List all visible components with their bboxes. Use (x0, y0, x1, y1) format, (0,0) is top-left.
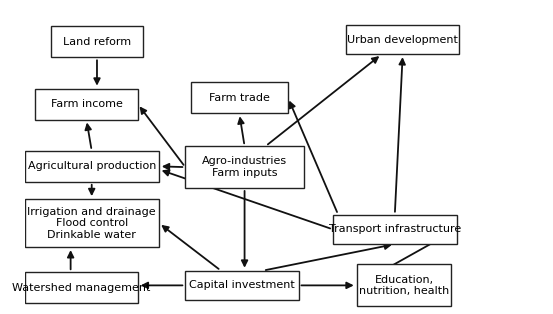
FancyBboxPatch shape (24, 272, 138, 303)
Text: Farm income: Farm income (50, 99, 122, 109)
Text: Watershed management: Watershed management (12, 283, 150, 293)
Text: Irrigation and drainage
Flood control
Drinkable water: Irrigation and drainage Flood control Dr… (28, 207, 156, 240)
Text: Capital investment: Capital investment (189, 280, 295, 290)
Text: Farm trade: Farm trade (209, 93, 270, 103)
Text: Transport infrastructure: Transport infrastructure (328, 225, 461, 234)
FancyBboxPatch shape (51, 26, 143, 57)
FancyBboxPatch shape (346, 25, 460, 54)
Text: Urban development: Urban development (347, 35, 458, 45)
FancyBboxPatch shape (357, 264, 451, 306)
FancyBboxPatch shape (185, 271, 299, 300)
FancyBboxPatch shape (191, 82, 288, 113)
Text: Agro-industries
Farm inputs: Agro-industries Farm inputs (202, 156, 287, 178)
FancyBboxPatch shape (35, 89, 138, 120)
Text: Education,
nutrition, health: Education, nutrition, health (359, 274, 449, 296)
Text: Agricultural production: Agricultural production (28, 161, 156, 171)
Text: Land reform: Land reform (63, 37, 131, 47)
FancyBboxPatch shape (333, 214, 457, 244)
FancyBboxPatch shape (185, 146, 304, 188)
FancyBboxPatch shape (24, 199, 159, 247)
FancyBboxPatch shape (24, 151, 159, 182)
